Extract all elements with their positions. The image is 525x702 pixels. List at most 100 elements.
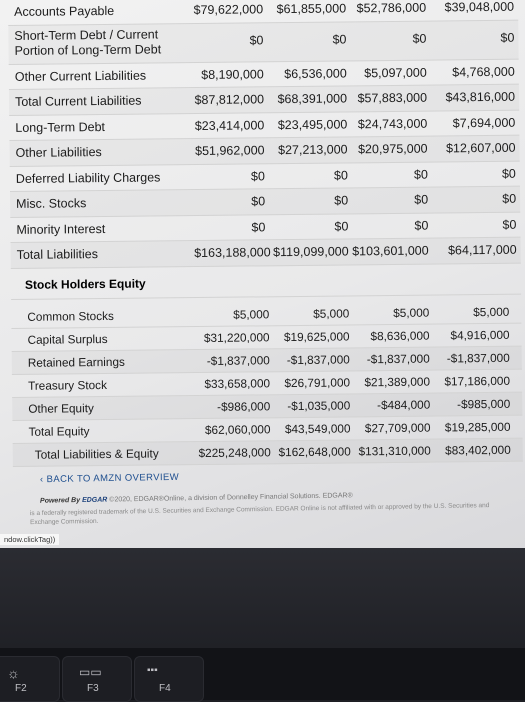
value-cell: $6,536,000 <box>284 65 347 81</box>
back-to-overview-link[interactable]: ‹ BACK TO AMZN OVERVIEW <box>40 472 179 485</box>
brightness-icon: ☼ <box>7 665 20 681</box>
launchpad-key[interactable]: ▪▪▪ F4 <box>134 656 204 702</box>
powered-by: Powered By EDGAR ©2020, EDGAR®Online, a … <box>40 492 353 504</box>
value-cell: -$1,837,000 <box>206 352 270 368</box>
value-cell: $12,607,000 <box>445 140 516 156</box>
row-label: Other Current Liabilities <box>14 68 147 84</box>
mission-control-key[interactable]: ▭▭ F3 <box>62 656 132 702</box>
value-cell: $0 <box>414 192 429 207</box>
table-row: Total Liabilities & Equity $225,248,000 … <box>12 438 523 467</box>
value-cell: -$484,000 <box>377 397 431 412</box>
value-cell: $26,791,000 <box>284 374 351 390</box>
legal-disclaimer: is a federally registered trademark of t… <box>29 502 490 527</box>
value-cell: $19,625,000 <box>283 328 350 344</box>
value-cell: $0 <box>333 167 348 183</box>
value-cell: $0 <box>414 218 429 233</box>
value-cell: -$1,837,000 <box>446 350 510 365</box>
value-cell: $7,694,000 <box>452 115 516 130</box>
value-cell: $225,248,000 <box>198 444 271 460</box>
row-label: Capital Surplus <box>27 331 108 347</box>
value-cell: $0 <box>334 218 349 234</box>
value-cell: $43,816,000 <box>445 89 516 105</box>
keyboard-row: ☼ F2 ▭▭ F3 ▪▪▪ F4 <box>0 648 525 702</box>
value-cell: $19,285,000 <box>444 419 511 434</box>
equity-section-heading: Stock Holders Equity <box>10 263 522 300</box>
value-cell: $43,549,000 <box>284 420 351 436</box>
value-cell: $131,310,000 <box>358 443 431 458</box>
value-cell: $24,743,000 <box>357 116 428 131</box>
balance-sheet-table: Accounts Payable $79,622,000 $61,855,000… <box>8 0 523 467</box>
mission-control-icon: ▭▭ <box>79 665 102 679</box>
value-cell: $8,636,000 <box>370 328 430 343</box>
value-cell: -$985,000 <box>457 396 511 411</box>
browser-screen: Accounts Payable $79,622,000 $61,855,000… <box>0 0 525 548</box>
chevron-left-icon: ‹ <box>39 474 44 486</box>
value-cell: $62,060,000 <box>204 421 271 437</box>
value-cell: $31,220,000 <box>203 329 270 345</box>
value-cell: $0 <box>251 194 266 209</box>
value-cell: $0 <box>249 32 264 47</box>
value-cell: $103,601,000 <box>352 243 429 259</box>
edgar-logo: EDGAR <box>81 496 108 504</box>
value-cell: -$986,000 <box>217 398 271 414</box>
row-label: Accounts Payable <box>14 3 115 19</box>
value-cell: $0 <box>500 30 515 45</box>
row-label: Treasury Stock <box>27 377 107 393</box>
value-cell: $0 <box>334 193 349 208</box>
value-cell: $52,786,000 <box>356 0 427 16</box>
value-cell: $8,190,000 <box>201 66 264 82</box>
value-cell: $0 <box>250 168 265 183</box>
row-label: Total Liabilities <box>16 247 99 262</box>
value-cell: -$1,837,000 <box>366 351 430 366</box>
value-cell: $27,709,000 <box>364 420 431 435</box>
value-cell: $33,658,000 <box>204 375 271 391</box>
value-cell: $0 <box>502 217 517 232</box>
value-cell: $83,402,000 <box>445 442 511 457</box>
value-cell: $51,962,000 <box>195 143 265 159</box>
copyright-text: ©2020, EDGAR®Online, a division of Donne… <box>109 492 353 504</box>
row-label: Total Equity <box>28 423 90 439</box>
value-cell: -$1,837,000 <box>286 351 350 367</box>
value-cell: $162,648,000 <box>278 443 351 459</box>
row-label: Total Liabilities & Equity <box>34 445 159 462</box>
value-cell: $21,389,000 <box>364 374 431 389</box>
value-cell: $57,883,000 <box>357 90 428 106</box>
row-label: Other Liabilities <box>15 145 102 160</box>
value-cell: $163,188,000 <box>194 245 271 261</box>
value-cell: $5,097,000 <box>364 65 427 80</box>
value-cell: -$1,035,000 <box>287 397 351 413</box>
value-cell: $39,048,000 <box>444 0 515 15</box>
value-cell: $23,495,000 <box>277 116 348 132</box>
value-cell: $5,000 <box>313 305 350 321</box>
value-cell: $87,812,000 <box>194 92 265 108</box>
value-cell: $119,099,000 <box>273 244 349 260</box>
value-cell: $17,186,000 <box>444 373 511 388</box>
row-label: Retained Earnings <box>27 354 125 370</box>
status-bar-text: ndow.clickTag)) <box>0 534 60 545</box>
value-cell: $0 <box>251 219 266 234</box>
value-cell: $4,916,000 <box>450 327 510 342</box>
value-cell: $4,768,000 <box>452 64 515 79</box>
powered-by-text: Powered By <box>39 497 81 505</box>
value-cell: $0 <box>412 31 427 46</box>
value-cell: $0 <box>502 191 517 206</box>
row-label: Long-Term Debt <box>15 119 106 135</box>
brightness-key[interactable]: ☼ F2 <box>0 656 60 702</box>
key-label: F3 <box>87 683 99 694</box>
section-title: Stock Holders Equity <box>24 276 146 292</box>
row-label: Minority Interest <box>16 221 106 237</box>
value-cell: $27,213,000 <box>277 142 348 158</box>
value-cell: $5,000 <box>473 304 510 319</box>
value-cell: $23,414,000 <box>194 117 265 133</box>
row-label: Deferred Liability Charges <box>15 169 161 186</box>
row-label: Short-Term Debt / Current Portion of Lon… <box>14 26 162 58</box>
back-link-label: BACK TO AMZN OVERVIEW <box>46 471 180 486</box>
value-cell: $0 <box>413 167 428 182</box>
row-label: Total Current Liabilities <box>14 93 142 109</box>
value-cell: $68,391,000 <box>277 91 348 107</box>
value-cell: $5,000 <box>393 305 430 320</box>
row-label: Other Equity <box>28 400 94 416</box>
value-cell: $0 <box>332 31 347 47</box>
row-label: Common Stocks <box>27 308 114 324</box>
launchpad-icon: ▪▪▪ <box>147 665 158 676</box>
